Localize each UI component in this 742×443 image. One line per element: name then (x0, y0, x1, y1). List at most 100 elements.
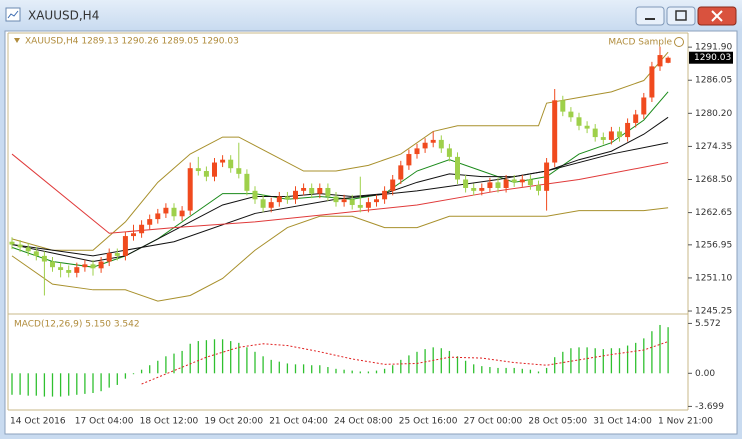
candle-body (592, 128, 598, 138)
candle-body (519, 179, 525, 183)
candle-body (398, 165, 404, 180)
maximize-glyph (675, 10, 687, 21)
candle-body (212, 162, 217, 177)
minimize-button[interactable] (635, 6, 665, 26)
candle-body (333, 196, 339, 203)
x-tick-label: 18 Oct 12:00 (140, 417, 199, 427)
candle-body (487, 182, 493, 188)
candle-body (155, 213, 161, 220)
candle-body (406, 154, 412, 166)
candle-body (544, 162, 550, 191)
y-tick-label: 1280.20 (695, 109, 732, 119)
candle-body (179, 210, 185, 217)
candle-body (665, 57, 671, 63)
signal-line (141, 341, 669, 385)
candle-body (301, 187, 307, 191)
indicator-line (11, 153, 669, 234)
price-tag-label: 1290.03 (694, 53, 731, 63)
candle-body (463, 179, 469, 188)
candle-body (430, 139, 436, 143)
candle-body (147, 219, 153, 225)
candle-body (41, 255, 47, 262)
x-tick-label: 21 Oct 04:00 (269, 417, 328, 427)
candle-body (495, 182, 501, 188)
x-tick-label: 1 Nov 21:00 (658, 417, 713, 427)
candle-body (527, 179, 533, 186)
candle-body (90, 264, 96, 269)
info-arrow (14, 38, 20, 43)
chart-area (4, 30, 738, 435)
x-tick-label: 27 Oct 00:00 (464, 417, 523, 427)
candle-body (228, 159, 234, 169)
candle-body (98, 261, 104, 269)
candle-body (649, 66, 655, 98)
candle-body (220, 159, 226, 163)
candle-body (195, 168, 201, 172)
candle-body (511, 179, 517, 183)
candle-body (171, 207, 177, 217)
y-tick-label: -3.699 (695, 402, 724, 412)
indicator-line (11, 207, 669, 302)
x-tick-label: 24 Oct 08:00 (334, 417, 393, 427)
candle-body (503, 179, 509, 188)
window-icon (5, 7, 21, 22)
candle-body (66, 270, 72, 273)
candle-body (414, 148, 420, 155)
candle-body (617, 131, 622, 138)
y-tick-label: 1245.25 (695, 307, 732, 317)
x-tick-label: 14 Oct 2016 (10, 417, 66, 427)
candle-body (536, 185, 541, 191)
candle-body (552, 100, 558, 163)
candle-body (641, 97, 647, 115)
candle-body (317, 187, 323, 194)
maximize-button[interactable] (666, 6, 696, 26)
candle-body (9, 241, 15, 245)
candle-body (260, 199, 266, 208)
candle-body (203, 171, 209, 177)
candle-body (163, 207, 169, 214)
candle-body (568, 111, 574, 118)
y-tick-label: 1251.10 (695, 273, 732, 283)
y-tick-label: 0.00 (695, 369, 715, 379)
candle-body (382, 190, 388, 200)
candle-body (187, 168, 193, 211)
candle-body (455, 156, 460, 180)
chart-info: XAUUSD,H4 1289.13 1290.26 1289.05 1290.0… (25, 37, 239, 47)
y-tick-label: 1286.05 (695, 76, 732, 86)
candle-body (114, 253, 120, 256)
candle-body (374, 199, 379, 203)
window-title: XAUUSD,H4 (28, 9, 99, 23)
candle-body (131, 233, 136, 237)
candle-body (50, 261, 55, 268)
candle-body (122, 236, 128, 256)
macd-title: MACD(12,26,9) 5.150 3.542 (14, 320, 140, 330)
candle-body (236, 168, 242, 174)
candle-body (422, 142, 428, 149)
candle-body (576, 117, 582, 126)
candle-body (276, 196, 282, 203)
candle-body (252, 190, 258, 200)
price-tag (689, 51, 733, 64)
y-tick-label: 1256.95 (695, 240, 732, 250)
candle-body (471, 187, 477, 191)
candle-body (633, 114, 639, 123)
candle-body (25, 247, 31, 252)
candle-body (584, 125, 590, 129)
candle-body (341, 199, 347, 203)
expert-icon[interactable] (674, 37, 684, 47)
candle-body (446, 148, 452, 157)
candle-body (17, 244, 23, 248)
expert-name: MACD Sample (608, 38, 672, 48)
x-tick-label: 19 Oct 20:00 (204, 417, 263, 427)
close-glyph (711, 10, 723, 22)
window-icon-glyph (7, 10, 19, 19)
y-tick-label: 5.572 (695, 319, 721, 329)
candle-body (244, 173, 250, 191)
x-tick-label: 17 Oct 04:00 (75, 417, 134, 427)
candle-body (560, 100, 566, 112)
y-tick-label: 1274.35 (695, 142, 732, 152)
candle-body (438, 139, 444, 149)
candle-body (600, 137, 606, 140)
candle-body (58, 267, 64, 271)
